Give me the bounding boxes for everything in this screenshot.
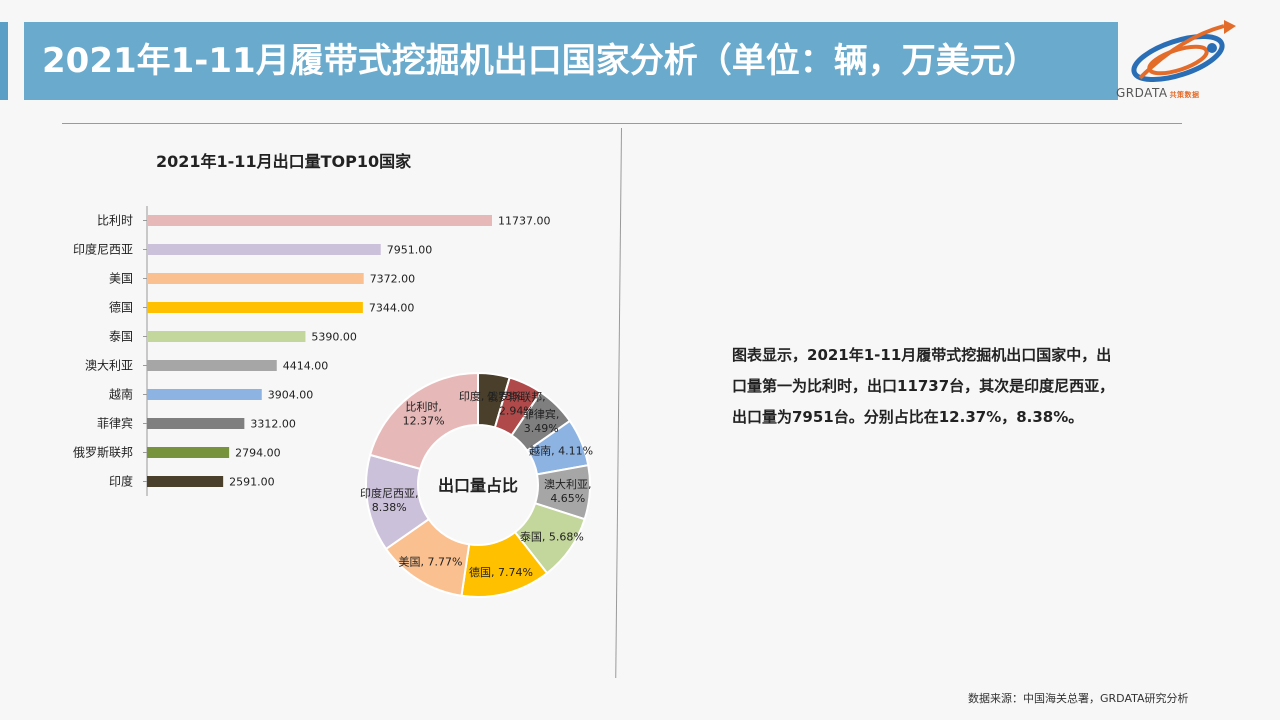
bar-菲律宾 xyxy=(147,418,245,429)
bar-category-label: 德国 xyxy=(109,300,133,315)
donut-slice-label: 美国, 7.77% xyxy=(399,555,463,568)
donut-slice-label: 菲律宾, 3.49% xyxy=(523,407,560,435)
donut-center-title: 出口量占比 xyxy=(438,476,518,495)
bar-德国 xyxy=(147,302,363,313)
bar-chart: 比利时 11737.00 印度尼西亚 7951.00 美国 7372.00 德国 7344.0… xyxy=(73,206,551,496)
description-text: 图表显示，2021年1-11月履带式挖掘机出口国家中，出口量第一为比利时，出口1… xyxy=(732,346,1115,426)
donut-slice-label: 印度, 2.73% xyxy=(459,389,523,403)
bar-value-label: 2591.00 xyxy=(229,476,275,489)
bar-chart-title: 2021年1-11月出口量TOP10国家 xyxy=(156,152,412,171)
donut-chart: 印度, 2.73%俄罗斯联邦, 2.94%菲律宾, 3.49% 越南, 4.11% 澳大… xyxy=(360,371,593,598)
bar-value-label: 2794.00 xyxy=(235,447,280,460)
logo-text: GRDATA 共策数据 xyxy=(1116,86,1200,100)
donut-slice-label: 印度尼西亚, 8.38% xyxy=(360,486,419,514)
bar-category-label: 越南 xyxy=(109,387,133,402)
bar-category-label: 俄罗斯联邦 xyxy=(73,446,133,460)
page-title: 2021年1-11月履带式挖掘机出口国家分析（单位：辆，万美元） xyxy=(42,41,1038,81)
bar-category-label: 澳大利亚 xyxy=(85,359,133,373)
donut-slice-label: 泰国, 5.68% xyxy=(520,529,584,543)
bar-俄罗斯联邦 xyxy=(147,447,230,458)
bar-value-label: 7951.00 xyxy=(387,244,433,257)
bar-category-label: 印度 xyxy=(109,474,133,489)
bar-value-label: 3904.00 xyxy=(268,389,314,402)
bar-category-label: 菲律宾 xyxy=(97,416,133,431)
bar-value-label: 4414.00 xyxy=(283,360,329,373)
bar-印度 xyxy=(147,476,224,487)
bar-value-label: 7372.00 xyxy=(370,273,416,286)
bar-value-label: 11737.00 xyxy=(498,215,551,228)
donut-slice-label: 比利时, 12.37% xyxy=(403,400,445,427)
bar-比利时 xyxy=(147,215,492,226)
donut-slice-比利时 xyxy=(368,371,479,471)
bar-value-label: 5390.00 xyxy=(311,331,357,344)
title-bar: 2021年1-11月履带式挖掘机出口国家分析（单位：辆，万美元） xyxy=(24,22,1118,100)
bar-印度尼西亚 xyxy=(147,244,381,255)
divider-horizontal xyxy=(62,123,1182,124)
bar-category-label: 泰国 xyxy=(109,330,133,344)
bar-越南 xyxy=(147,389,262,400)
grdata-logo-icon xyxy=(1131,20,1236,83)
bar-泰国 xyxy=(147,331,306,342)
bar-美国 xyxy=(147,273,364,284)
source-text: 数据来源：中国海关总署，GRDATA研究分析 xyxy=(968,692,1189,705)
donut-slice-label: 德国, 7.74% xyxy=(469,565,533,579)
donut-slice-label: 澳大利亚, 4.65% xyxy=(544,477,592,505)
bar-value-label: 3312.00 xyxy=(250,418,296,431)
bar-澳大利亚 xyxy=(147,360,277,371)
bar-category-label: 比利时 xyxy=(97,214,133,228)
donut-slice-label: 越南, 4.11% xyxy=(529,443,593,457)
bar-category-label: 印度尼西亚 xyxy=(73,242,133,257)
left-accent-bar xyxy=(0,22,8,100)
donut-slice-label: 俄罗斯联邦, 2.94% xyxy=(487,391,546,418)
bar-value-label: 7344.00 xyxy=(369,302,415,315)
bar-category-label: 美国 xyxy=(109,272,133,286)
